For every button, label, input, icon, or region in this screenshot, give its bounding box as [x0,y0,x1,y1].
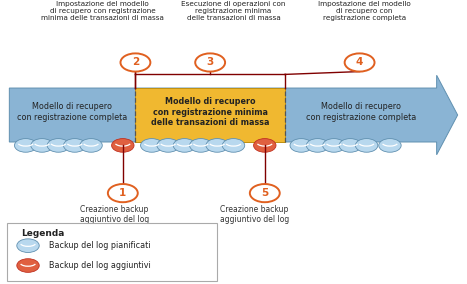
Ellipse shape [290,139,312,152]
Circle shape [120,53,150,72]
Ellipse shape [206,139,228,152]
Text: 5: 5 [261,188,269,198]
Circle shape [195,53,225,72]
Ellipse shape [190,139,212,152]
Ellipse shape [173,139,196,152]
Text: 2: 2 [132,57,139,68]
Text: Legenda: Legenda [21,229,64,239]
Text: Modello di recupero
con registrazione minima
delle transazioni di massa: Modello di recupero con registrazione mi… [151,97,269,127]
FancyBboxPatch shape [7,223,217,281]
Ellipse shape [17,239,39,252]
Ellipse shape [14,139,37,152]
Text: Modello di recupero
con registrazione completa: Modello di recupero con registrazione co… [305,103,416,122]
Text: Creazione backup
aggiuntivo del log: Creazione backup aggiuntivo del log [80,205,149,224]
Ellipse shape [222,139,245,152]
Text: Impostazione del modello
di recupero con registrazione
minima delle transazioni : Impostazione del modello di recupero con… [41,1,164,21]
Ellipse shape [80,139,102,152]
Ellipse shape [64,139,86,152]
Ellipse shape [254,139,276,152]
Text: Backup del log pianificati: Backup del log pianificati [49,241,150,250]
Ellipse shape [323,139,345,152]
Text: Creazione backup
aggiuntivo del log: Creazione backup aggiuntivo del log [220,205,289,224]
Ellipse shape [339,139,361,152]
Ellipse shape [112,139,134,152]
Polygon shape [9,75,458,155]
Ellipse shape [379,139,401,152]
Text: Esecuzione di operazioni con
registrazione minima
delle transazioni di massa: Esecuzione di operazioni con registrazio… [181,1,286,21]
Text: Modello di recupero
con registrazione completa: Modello di recupero con registrazione co… [17,103,127,122]
Ellipse shape [157,139,179,152]
Ellipse shape [17,259,39,272]
Ellipse shape [31,139,53,152]
Bar [135,88,285,142]
Ellipse shape [141,139,163,152]
Text: 1: 1 [119,188,127,198]
Text: 4: 4 [356,57,363,68]
Ellipse shape [306,139,329,152]
Text: Backup del log aggiuntivi: Backup del log aggiuntivi [49,261,151,270]
Circle shape [250,184,280,202]
Ellipse shape [47,139,70,152]
Text: Impostazione del modello
di recupero con
registrazione completa: Impostazione del modello di recupero con… [318,1,410,21]
Circle shape [345,53,375,72]
Circle shape [108,184,138,202]
Text: 3: 3 [206,57,214,68]
Ellipse shape [355,139,378,152]
